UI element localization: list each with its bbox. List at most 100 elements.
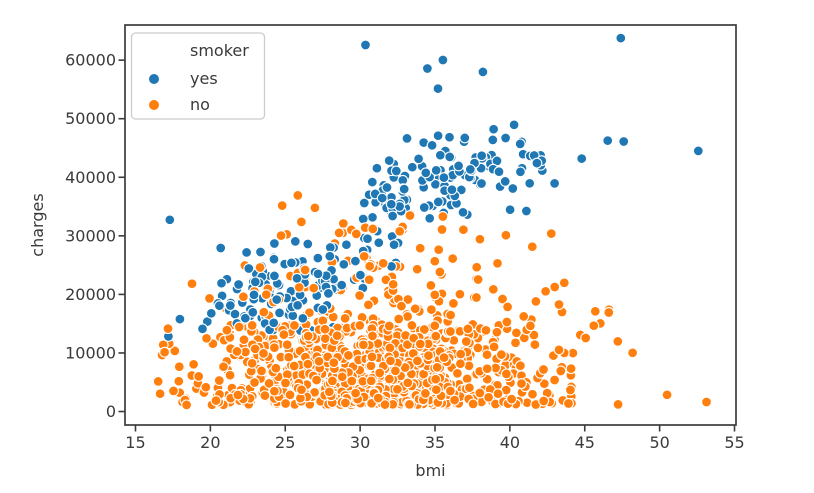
data-point-yes xyxy=(271,294,283,306)
legend-box xyxy=(130,32,266,120)
data-point-no xyxy=(337,218,349,229)
data-point-no xyxy=(204,292,215,304)
data-point-yes xyxy=(268,317,280,329)
data-point-no xyxy=(311,374,323,386)
data-point-yes xyxy=(383,155,395,167)
data-point-no xyxy=(429,320,441,332)
data-point-no xyxy=(391,383,403,395)
data-point-no xyxy=(438,352,450,364)
data-point-no xyxy=(278,329,290,341)
data-point-no xyxy=(259,390,271,402)
data-point-no xyxy=(558,277,570,289)
data-point-yes xyxy=(446,184,458,196)
data-point-no xyxy=(497,293,508,305)
data-point-yes xyxy=(255,246,266,258)
data-point-yes xyxy=(376,192,388,204)
x-tick-label: 20 xyxy=(200,433,220,452)
data-point-no xyxy=(224,369,236,381)
data-point-no xyxy=(365,360,377,372)
data-point-no xyxy=(404,210,416,221)
data-point-no xyxy=(437,211,449,222)
x-tick-label: 50 xyxy=(649,433,669,452)
data-point-no xyxy=(169,345,181,357)
data-point-no xyxy=(455,348,467,360)
data-point-yes xyxy=(390,165,402,177)
data-point-no xyxy=(281,339,293,351)
data-point-no xyxy=(154,388,166,400)
data-point-yes xyxy=(406,161,418,173)
data-point-yes xyxy=(164,214,176,226)
data-point-no xyxy=(538,395,550,407)
data-point-no xyxy=(527,388,538,400)
x-tick-label: 35 xyxy=(425,433,445,452)
data-point-no xyxy=(612,335,624,347)
y-tick-label: 40000 xyxy=(65,168,116,187)
data-point-no xyxy=(346,375,358,387)
x-tick-label: 55 xyxy=(724,433,744,452)
data-point-no xyxy=(518,310,530,322)
data-point-no xyxy=(393,313,405,325)
data-point-no xyxy=(529,339,541,351)
data-point-no xyxy=(454,358,466,370)
data-point-yes xyxy=(197,323,208,335)
data-point-no xyxy=(323,386,335,398)
data-point-no xyxy=(472,274,484,285)
data-point-no xyxy=(447,297,459,309)
data-point-no xyxy=(358,250,370,262)
data-point-no xyxy=(411,263,423,275)
data-point-no xyxy=(276,200,288,212)
data-point-no xyxy=(434,266,446,278)
legend-title: smoker xyxy=(190,41,249,60)
data-point-yes xyxy=(457,206,469,218)
data-point-yes xyxy=(576,153,588,165)
data-point-no xyxy=(510,337,521,349)
data-point-no xyxy=(201,332,212,344)
data-point-no xyxy=(449,394,461,406)
data-point-yes xyxy=(504,204,516,216)
data-point-no xyxy=(384,342,396,354)
data-point-no xyxy=(540,285,552,297)
data-point-no xyxy=(462,323,474,335)
data-point-no xyxy=(379,399,391,411)
data-point-no xyxy=(188,358,200,370)
legend-label-no: no xyxy=(190,95,210,114)
data-point-no xyxy=(492,388,504,400)
x-tick-label: 30 xyxy=(350,433,370,452)
data-point-no xyxy=(530,295,542,307)
y-tick-label: 10000 xyxy=(65,343,116,362)
data-point-yes xyxy=(692,145,704,157)
data-point-no xyxy=(553,299,565,310)
data-point-no xyxy=(173,375,185,387)
data-point-yes xyxy=(500,132,512,144)
data-point-no xyxy=(372,392,384,404)
data-point-no xyxy=(425,279,437,291)
data-point-no xyxy=(627,347,639,359)
data-point-no xyxy=(431,361,443,373)
data-point-yes xyxy=(248,289,260,301)
legend-label-yes: yes xyxy=(190,69,218,88)
data-point-yes xyxy=(434,149,446,161)
data-point-yes xyxy=(615,32,627,44)
data-point-no xyxy=(480,324,492,336)
data-point-no xyxy=(444,385,456,397)
data-point-no xyxy=(231,345,243,357)
data-point-no xyxy=(354,319,366,331)
data-point-no xyxy=(701,396,712,408)
data-point-no xyxy=(367,330,378,342)
data-point-yes xyxy=(432,130,444,142)
data-point-no xyxy=(283,351,295,363)
data-point-no xyxy=(383,320,395,332)
data-point-no xyxy=(387,278,399,290)
data-point-no xyxy=(364,260,376,272)
data-point-no xyxy=(538,364,549,375)
data-point-no xyxy=(254,262,266,273)
data-point-no xyxy=(457,224,469,236)
data-point-yes xyxy=(247,306,259,318)
data-point-no xyxy=(292,189,304,201)
data-point-no xyxy=(339,312,351,324)
data-point-no xyxy=(460,336,472,347)
data-point-no xyxy=(470,292,482,303)
data-point-no xyxy=(326,375,338,387)
data-point-yes xyxy=(360,39,371,51)
data-point-no xyxy=(233,321,245,333)
